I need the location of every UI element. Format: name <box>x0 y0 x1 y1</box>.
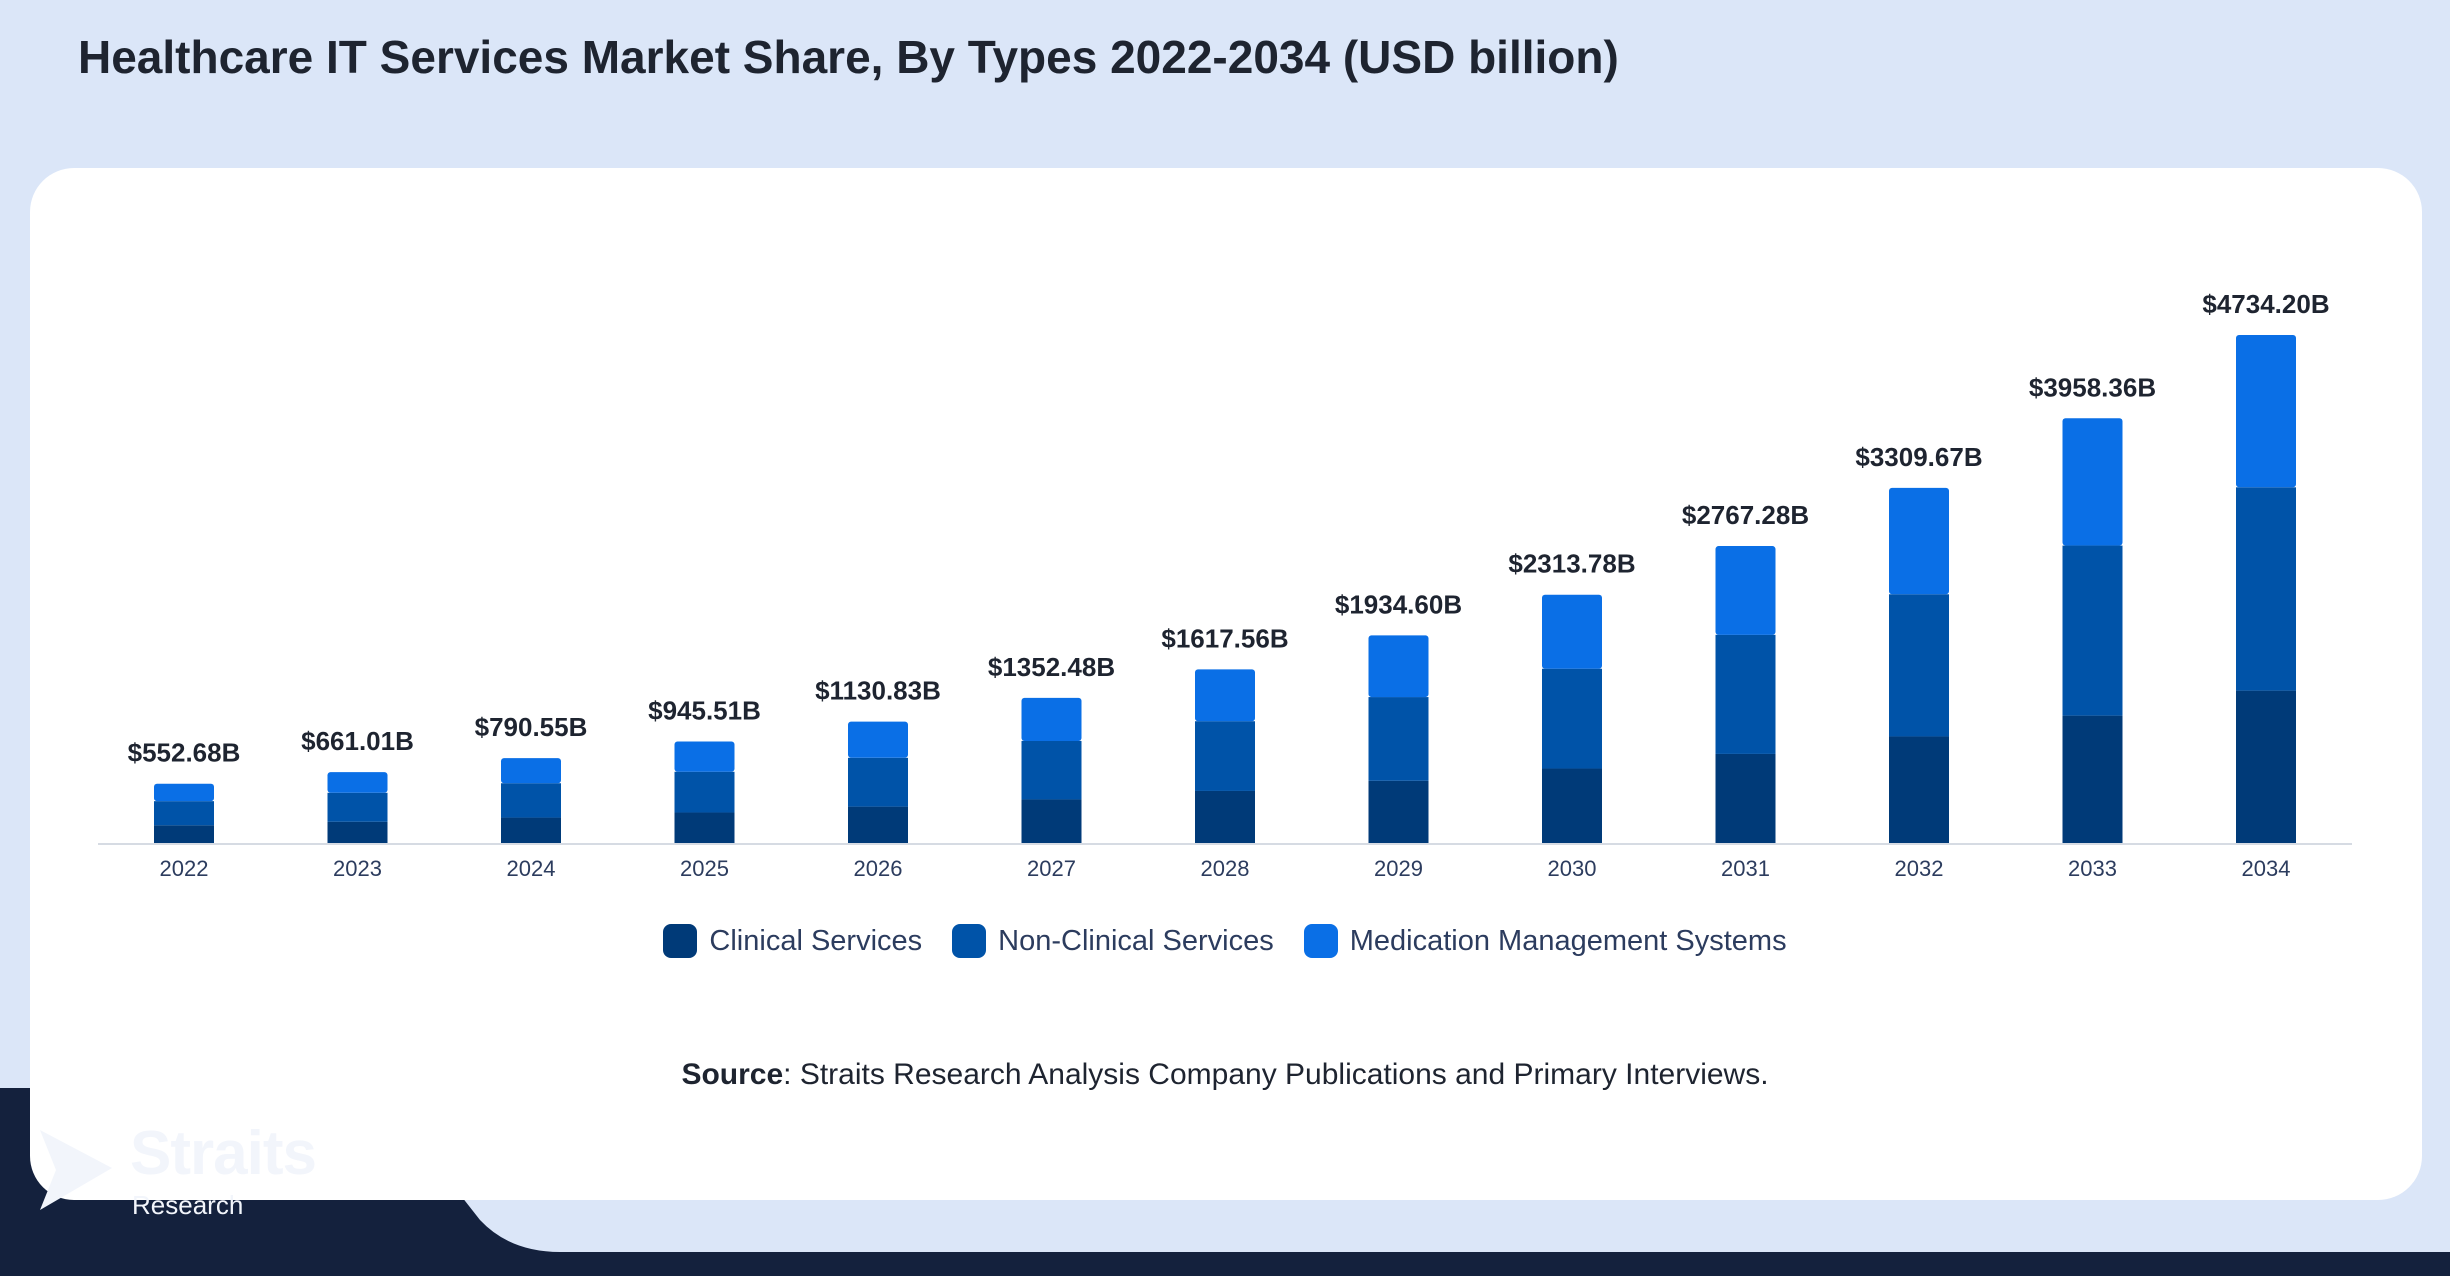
bar-segment-2031-2 <box>1715 634 1776 754</box>
legend-item-medication-management-systems: Medication Management Systems <box>1303 924 1787 958</box>
bar-segment-2030-3 <box>1542 594 1602 669</box>
bar-segment-2026-3 <box>848 721 908 758</box>
bar-segment-2033-1 <box>2062 715 2123 843</box>
bar-segment-2030-2 <box>1542 668 1602 769</box>
bar-segment-2024-3 <box>501 758 561 784</box>
legend-label-non-clinical-services: Non-Clinical Services <box>998 924 1274 957</box>
logo-subtitle: Research <box>132 1190 244 1220</box>
bar-segment-2023-2 <box>327 792 388 822</box>
total-label-2029: $1934.60B <box>1335 589 1462 619</box>
bar-segment-2027-2 <box>1021 740 1082 800</box>
total-label-2033: $3958.36B <box>2029 372 2156 402</box>
bar-segment-2031-1 <box>1715 753 1776 843</box>
bar-segment-2022-1 <box>154 825 214 843</box>
x-tick-label-2033: 2033 <box>2068 856 2117 881</box>
bar-segment-2030-1 <box>1542 768 1602 843</box>
bar-segment-2023-1 <box>327 821 388 843</box>
total-label-2032: $3309.67B <box>1855 442 1982 472</box>
bar-segment-2022-2 <box>154 801 214 826</box>
bar-segment-2032-2 <box>1889 594 1949 737</box>
x-tick-label-2029: 2029 <box>1374 856 1423 881</box>
bar-segment-2028-3 <box>1195 669 1255 722</box>
bar-segment-2028-1 <box>1195 790 1255 843</box>
x-tick-label-2027: 2027 <box>1027 856 1076 881</box>
total-label-2031: $2767.28B <box>1682 500 1809 530</box>
chart-legend: Clinical Services Non-Clinical Services … <box>0 924 2450 958</box>
bar-segment-2034-1 <box>2236 690 2296 843</box>
bar-segment-2027-3 <box>1021 697 1082 741</box>
legend-label-clinical-services: Clinical Services <box>709 924 923 957</box>
bar-segment-2026-2 <box>848 757 908 807</box>
x-tick-label-2034: 2034 <box>2242 856 2291 881</box>
legend-item-non-clinical-services: Non-Clinical Services <box>952 924 1274 958</box>
x-tick-label-2031: 2031 <box>1721 856 1770 881</box>
total-label-2025: $945.51B <box>648 696 761 726</box>
bar-segment-2029-1 <box>1368 780 1429 843</box>
bar-segment-2022-3 <box>154 783 214 802</box>
legend-swatch-medication-management-systems <box>1303 924 1338 958</box>
bar-segment-2033-2 <box>2062 545 2123 716</box>
bar-segment-2029-2 <box>1368 697 1429 781</box>
bar-segment-2025-1 <box>674 812 735 843</box>
x-tick-label-2032: 2032 <box>1895 856 1944 881</box>
x-tick-label-2025: 2025 <box>680 856 729 881</box>
bar-segment-2028-2 <box>1195 721 1255 791</box>
total-label-2028: $1617.56B <box>1161 623 1288 653</box>
bar-segment-2034-2 <box>2236 487 2296 691</box>
bar-segment-2027-1 <box>1021 799 1082 843</box>
legend-item-clinical-services: Clinical Services <box>663 924 922 958</box>
total-label-2030: $2313.78B <box>1508 549 1635 579</box>
bar-segment-2025-2 <box>674 771 735 813</box>
total-label-2024: $790.55B <box>475 712 588 742</box>
logo-arrow-icon <box>40 1130 112 1210</box>
bar-segment-2032-1 <box>1889 736 1949 843</box>
legend-swatch-non-clinical-services <box>952 924 987 958</box>
x-tick-label-2026: 2026 <box>854 856 903 881</box>
bar-segment-2024-2 <box>501 783 561 818</box>
total-label-2023: $661.01B <box>301 726 414 756</box>
bar-segment-2026-1 <box>848 806 908 843</box>
page-title: Healthcare IT Services Market Share, By … <box>78 31 1619 83</box>
x-tick-label-2030: 2030 <box>1548 856 1597 881</box>
legend-label-medication-management-systems: Medication Management Systems <box>1349 924 1787 957</box>
bar-segment-2025-3 <box>674 741 735 772</box>
total-label-2026: $1130.83B <box>815 676 941 706</box>
logo-wordmark: Straits <box>130 1119 317 1188</box>
bar-segment-2033-3 <box>2062 418 2123 546</box>
x-tick-label-2028: 2028 <box>1201 856 1250 881</box>
total-label-2027: $1352.48B <box>988 652 1115 682</box>
bar-segment-2029-3 <box>1368 635 1429 698</box>
bar-segment-2034-3 <box>2236 335 2296 488</box>
x-tick-label-2024: 2024 <box>507 856 556 881</box>
x-tick-label-2022: 2022 <box>160 856 209 881</box>
source-note: Source: Straits Research Analysis Compan… <box>0 1058 2450 1092</box>
straits-research-logo: Straits Research <box>36 1119 356 1224</box>
source-text: : Straits Research Analysis Company Publ… <box>783 1058 1769 1091</box>
legend-swatch-clinical-services <box>663 924 698 958</box>
bar-segment-2023-3 <box>327 772 388 793</box>
total-label-2022: $552.68B <box>128 738 241 768</box>
source-label: Source <box>681 1058 784 1091</box>
total-label-2034: $4734.20B <box>2202 289 2329 319</box>
bar-segment-2024-1 <box>501 817 561 843</box>
x-tick-label-2023: 2023 <box>333 856 382 881</box>
bar-segment-2032-3 <box>1889 487 1949 595</box>
bar-segment-2031-3 <box>1715 546 1776 635</box>
